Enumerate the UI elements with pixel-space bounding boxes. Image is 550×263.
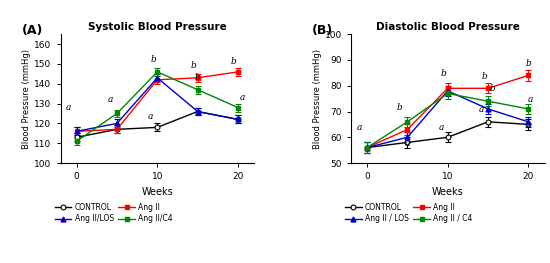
Text: b: b (191, 61, 196, 70)
Text: a: a (148, 112, 153, 122)
Text: b: b (397, 103, 402, 112)
Legend: CONTROL, Ang II/LOS, Ang II, Ang II/C4: CONTROL, Ang II/LOS, Ang II, Ang II/C4 (54, 203, 173, 223)
Text: b: b (525, 59, 531, 68)
Text: b: b (441, 69, 447, 78)
X-axis label: Weeks: Weeks (432, 187, 464, 197)
Text: a: a (438, 123, 444, 132)
Y-axis label: Blood Pressure (mmHg): Blood Pressure (mmHg) (313, 49, 322, 149)
Text: a: a (479, 105, 484, 114)
Text: a: a (527, 95, 532, 104)
Text: a: a (108, 95, 113, 104)
Text: b: b (150, 55, 156, 64)
X-axis label: Weeks: Weeks (141, 187, 173, 197)
Text: a: a (356, 123, 362, 132)
Y-axis label: Blood Pressure (mmHg): Blood Pressure (mmHg) (23, 49, 31, 149)
Text: a: a (405, 139, 410, 148)
Text: b: b (489, 84, 495, 93)
Text: (B): (B) (312, 24, 333, 37)
Text: b: b (481, 72, 487, 80)
Text: a: a (239, 93, 245, 102)
Text: b: b (195, 73, 201, 82)
Text: a: a (66, 103, 72, 112)
Legend: CONTROL, Ang II / LOS, Ang II, Ang II / C4: CONTROL, Ang II / LOS, Ang II, Ang II / … (345, 203, 472, 223)
Title: Diastolic Blood Pressure: Diastolic Blood Pressure (376, 22, 520, 32)
Text: (A): (A) (22, 24, 43, 37)
Text: b: b (231, 57, 237, 66)
Title: Systolic Blood Pressure: Systolic Blood Pressure (88, 22, 227, 32)
